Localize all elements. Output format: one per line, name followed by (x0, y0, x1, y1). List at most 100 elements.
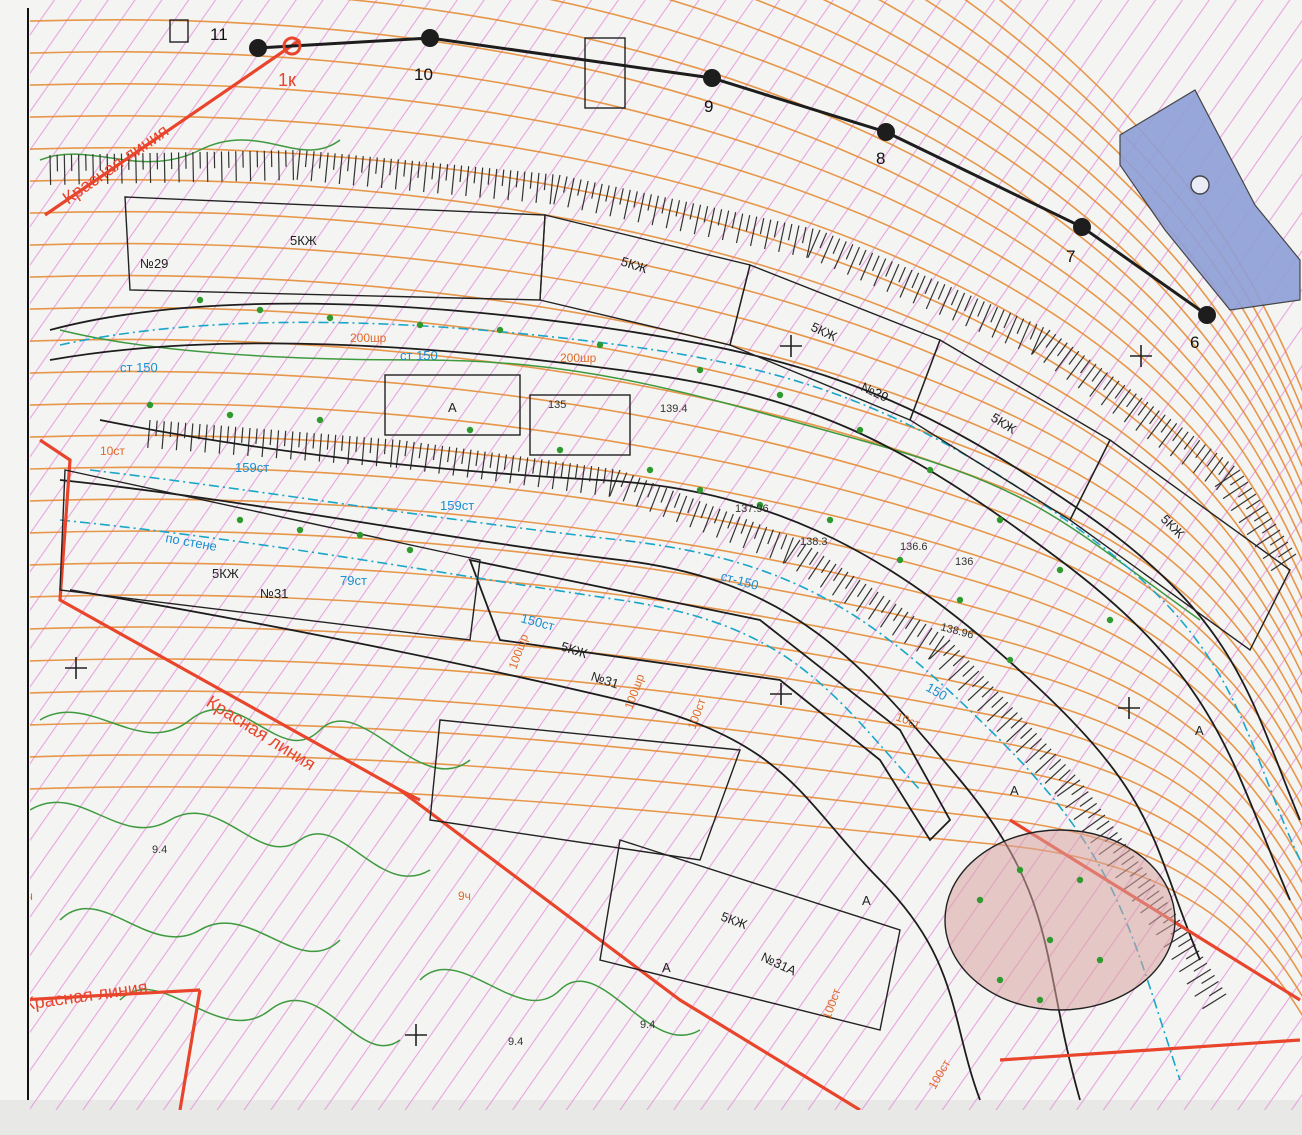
slope-tick (475, 450, 479, 466)
slope-tick (977, 691, 999, 712)
slope-tick (553, 174, 561, 205)
slope-tick (509, 455, 515, 484)
slope-tick (1149, 410, 1160, 425)
slope-tick (904, 615, 915, 630)
slope-tick (565, 463, 571, 492)
slope-tick (1261, 523, 1277, 534)
slope-tick (92, 154, 95, 185)
slope-tick (560, 462, 564, 478)
slope-tick (241, 427, 244, 443)
contour-line (30, 402, 1302, 790)
slope-tick (395, 439, 401, 468)
tree-dot (1046, 936, 1054, 944)
slope-tick (235, 151, 237, 182)
slope-tick (717, 209, 723, 226)
slope-tick (1017, 321, 1031, 350)
slope-tick (163, 152, 166, 183)
slope-tick (801, 226, 807, 244)
setback-label: ст 150 (400, 348, 438, 363)
slope-tick (551, 461, 557, 490)
slope-tick (1087, 808, 1102, 819)
slope-tick (503, 454, 508, 470)
slope-tick (1192, 448, 1212, 474)
slope-tick (1010, 717, 1023, 729)
slope-tick (735, 213, 744, 244)
slope-tick (660, 487, 668, 503)
slope-tick (967, 681, 989, 701)
slope-tick (637, 192, 645, 223)
tree-markers (146, 296, 1114, 1004)
tree-dot (466, 426, 474, 434)
slope-tick (1112, 389, 1132, 414)
tree-dot (406, 546, 414, 554)
slope-tick (687, 498, 694, 514)
tree-label: 9.4 (640, 1019, 655, 1031)
contour-line (30, 466, 1302, 828)
slope-tick (577, 179, 582, 196)
slope-tick (383, 438, 387, 455)
slope-tick (1123, 397, 1143, 423)
slope-tick (361, 156, 364, 173)
slope-tick (1194, 981, 1219, 997)
slope-tick (447, 446, 451, 463)
slope-tick (731, 212, 737, 229)
slope-tick (868, 591, 879, 606)
slope-tick (1096, 820, 1110, 831)
slope-tick (529, 172, 533, 189)
slope-tick (277, 150, 280, 181)
slope-tick (1025, 743, 1047, 764)
tree-dot (236, 516, 244, 524)
slope-tick (819, 563, 837, 588)
boundary-point-1k (282, 36, 302, 56)
slope-tick (1253, 511, 1269, 522)
contour-line (30, 530, 1302, 865)
slope-tick (792, 225, 800, 256)
slope-tick (255, 428, 258, 444)
slope-tick (218, 425, 223, 454)
contour-line (667, 0, 1302, 506)
slope-tick (332, 153, 336, 170)
slope-tick (1034, 753, 1057, 774)
slope-tick (1006, 722, 1028, 743)
slope-tick (1171, 944, 1196, 960)
slope-tick (63, 154, 66, 185)
slope-tick (403, 160, 407, 177)
setback-label: 79ст (340, 573, 367, 588)
slope-tick (858, 249, 867, 266)
slope-tick (310, 151, 315, 182)
slope-tick (1080, 359, 1091, 374)
slope-tick (177, 152, 180, 183)
slope-tick (623, 189, 631, 220)
slope-tick (729, 516, 741, 543)
slope-tick (1057, 342, 1068, 357)
slope-tick (515, 170, 519, 188)
slope-tick (915, 627, 933, 652)
slope-tick (651, 195, 659, 226)
tree-dot (256, 306, 264, 314)
slope-tick (1126, 393, 1137, 408)
slope-tick (591, 182, 596, 199)
slope-tick (911, 272, 920, 289)
slope-tick (832, 238, 841, 254)
slope-tick (843, 579, 861, 604)
slope-tick (431, 162, 435, 180)
slope-tick (891, 611, 909, 636)
contour-line (30, 83, 1302, 601)
slope-tick (1215, 465, 1235, 491)
slope-tick (501, 169, 505, 187)
slope-tick (232, 426, 237, 455)
slope-tick (1277, 547, 1293, 558)
slope-tick (517, 456, 522, 472)
slope-tick (872, 255, 880, 272)
slope-tick (451, 164, 456, 195)
elevation-label: 137.96 (735, 503, 769, 515)
slope-tick (745, 215, 751, 232)
slope-tick (595, 183, 603, 214)
boundary-point-6 (1198, 306, 1216, 324)
slope-tick (609, 186, 617, 217)
slope-tick (1270, 553, 1297, 572)
slope-tick (489, 452, 493, 468)
slope-tick (675, 200, 681, 217)
slope-tick (120, 153, 123, 184)
tree-dot (416, 321, 424, 329)
